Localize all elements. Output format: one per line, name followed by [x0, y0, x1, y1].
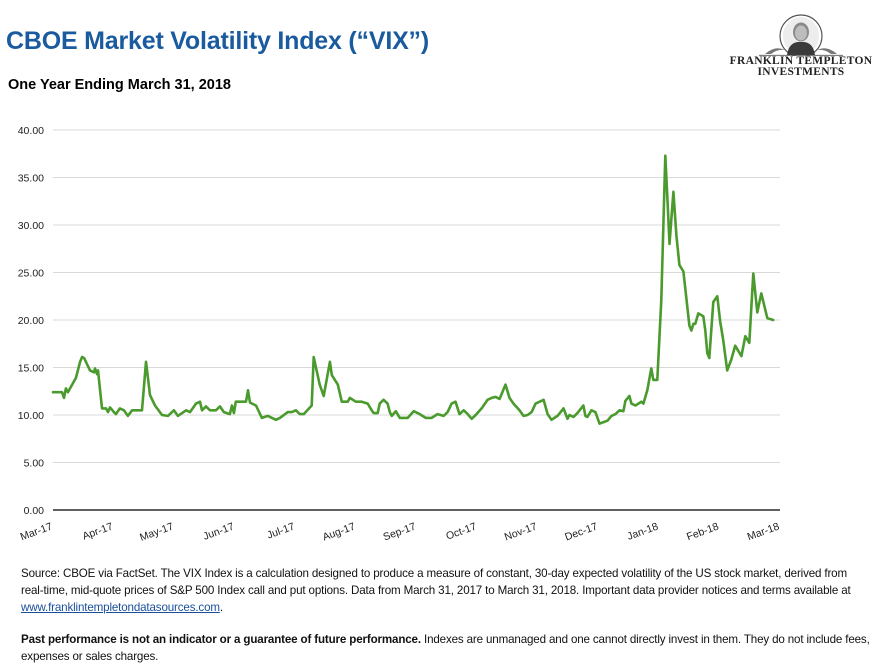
- x-tick-label: Nov-17: [503, 520, 539, 543]
- y-tick-label: 35.00: [18, 173, 44, 185]
- x-tick-label: Dec-17: [563, 520, 599, 543]
- source-footnote: Source: CBOE via FactSet. The VIX Index …: [21, 565, 871, 616]
- x-tick-label: Oct-17: [444, 520, 478, 542]
- x-tick-label: Aug-17: [321, 520, 357, 543]
- logo-text-line1: FRANKLIN TEMPLETON: [729, 55, 873, 67]
- x-tick-label: Mar-17: [19, 520, 55, 543]
- vix-line-chart: 0.00 5.00 10.00 15.00 20.00 25.00 30.00 35.00 40…: [18, 125, 782, 544]
- footnote-text: Source: CBOE via FactSet. The VIX Index …: [21, 567, 851, 597]
- disclaimer-bold: Past performance is not an indicator or …: [21, 633, 421, 646]
- footnote-period: .: [219, 601, 223, 614]
- chart-title: CBOE Market Volatility Index (“VIX”): [6, 27, 429, 55]
- series-line-vix: [51, 154, 775, 425]
- y-tick-label: 20.00: [18, 315, 44, 327]
- y-tick-label: 0.00: [24, 505, 45, 517]
- y-tick-label: 25.00: [18, 268, 44, 280]
- series-layer: [51, 154, 775, 425]
- x-tick-label: Jun-17: [201, 520, 235, 542]
- disclaimer-text: Indexes are unmanaged and one cannot dir…: [21, 633, 870, 663]
- x-tick-label: Sep-17: [382, 520, 418, 543]
- x-axis-ticks: Mar-17 Apr-17 May-17 Jun-17 Jul-17 Aug-17 Sep-…: [19, 520, 782, 543]
- y-tick-label: 15.00: [18, 363, 44, 375]
- data-sources-link[interactable]: www.franklintempletondatasources.com: [21, 601, 220, 614]
- franklin-templeton-logo: FRANKLIN TEMPLETON INVESTMENTS: [728, 12, 874, 82]
- x-tick-label: Feb-18: [685, 520, 721, 543]
- franklin-portrait-icon: [759, 14, 843, 56]
- y-tick-label: 5.00: [24, 458, 45, 470]
- performance-disclaimer: Past performance is not an indicator or …: [21, 631, 876, 665]
- chart-subtitle: One Year Ending March 31, 2018: [8, 77, 231, 93]
- logo-text-line2: INVESTMENTS: [757, 66, 845, 78]
- x-tick-label: Apr-17: [81, 520, 115, 542]
- x-tick-label: May-17: [138, 520, 175, 543]
- y-axis-ticks: 0.00 5.00 10.00 15.00 20.00 25.00 30.00 35.00 40…: [18, 125, 44, 517]
- y-tick-label: 10.00: [18, 410, 44, 422]
- y-tick-label: 30.00: [18, 220, 44, 232]
- y-tick-label: 40.00: [18, 125, 44, 137]
- x-tick-label: Jan-18: [626, 520, 660, 542]
- x-tick-label: Mar-18: [746, 520, 782, 543]
- x-tick-label: Jul-17: [265, 520, 296, 541]
